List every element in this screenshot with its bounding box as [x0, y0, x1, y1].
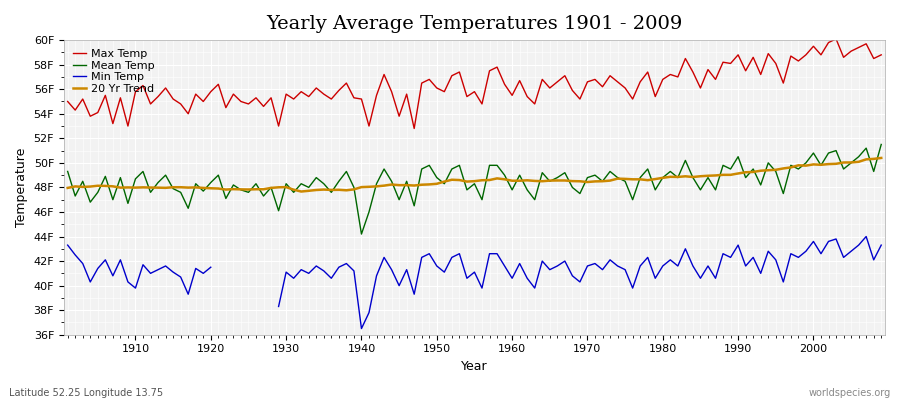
Max Temp	[122, 124, 133, 128]
Min Temp	[176, 275, 186, 280]
Title: Yearly Average Temperatures 1901 - 2009: Yearly Average Temperatures 1901 - 2009	[266, 15, 682, 33]
Min Temp	[122, 280, 133, 284]
20 Yr Trend	[507, 178, 517, 183]
Min Temp	[70, 252, 81, 257]
Min Temp	[138, 262, 148, 267]
20 Yr Trend	[876, 156, 886, 160]
Min Temp	[115, 258, 126, 262]
20 Yr Trend	[605, 178, 616, 183]
Mean Temp	[122, 201, 133, 206]
Max Temp	[514, 78, 525, 83]
20 Yr Trend	[296, 189, 307, 194]
20 Yr Trend	[122, 185, 133, 190]
Line: 20 Yr Trend: 20 Yr Trend	[68, 158, 881, 192]
Mean Temp	[334, 179, 345, 184]
Y-axis label: Temperature: Temperature	[15, 148, 28, 227]
Min Temp	[130, 286, 141, 290]
Mean Temp	[288, 190, 299, 195]
Min Temp	[167, 270, 178, 274]
Max Temp	[831, 36, 842, 41]
Max Temp	[507, 93, 517, 98]
Mean Temp	[876, 142, 886, 147]
X-axis label: Year: Year	[461, 360, 488, 373]
20 Yr Trend	[514, 178, 525, 183]
Min Temp	[183, 292, 194, 297]
Text: worldspecies.org: worldspecies.org	[809, 388, 891, 398]
Mean Temp	[507, 188, 517, 192]
Min Temp	[93, 266, 104, 271]
Min Temp	[145, 271, 156, 276]
Line: Mean Temp: Mean Temp	[68, 144, 881, 234]
Min Temp	[100, 258, 111, 262]
Min Temp	[160, 264, 171, 268]
Mean Temp	[605, 169, 616, 174]
Min Temp	[77, 261, 88, 266]
Mean Temp	[62, 169, 73, 174]
Min Temp	[107, 274, 118, 278]
Line: Max Temp: Max Temp	[68, 39, 881, 128]
Max Temp	[288, 97, 299, 102]
20 Yr Trend	[288, 187, 299, 192]
Max Temp	[334, 88, 345, 93]
Min Temp	[205, 265, 216, 270]
Max Temp	[409, 126, 419, 131]
Min Temp	[62, 243, 73, 248]
Line: Min Temp: Min Temp	[68, 245, 211, 294]
Max Temp	[876, 52, 886, 57]
Min Temp	[198, 271, 209, 276]
Min Temp	[85, 280, 95, 284]
Max Temp	[605, 73, 616, 78]
Mean Temp	[514, 173, 525, 178]
Min Temp	[153, 267, 164, 272]
Mean Temp	[356, 232, 367, 236]
20 Yr Trend	[341, 188, 352, 193]
20 Yr Trend	[62, 186, 73, 190]
Legend: Max Temp, Mean Temp, Min Temp, 20 Yr Trend: Max Temp, Mean Temp, Min Temp, 20 Yr Tre…	[69, 46, 158, 97]
Text: Latitude 52.25 Longitude 13.75: Latitude 52.25 Longitude 13.75	[9, 388, 163, 398]
Min Temp	[190, 266, 201, 271]
Max Temp	[62, 99, 73, 104]
